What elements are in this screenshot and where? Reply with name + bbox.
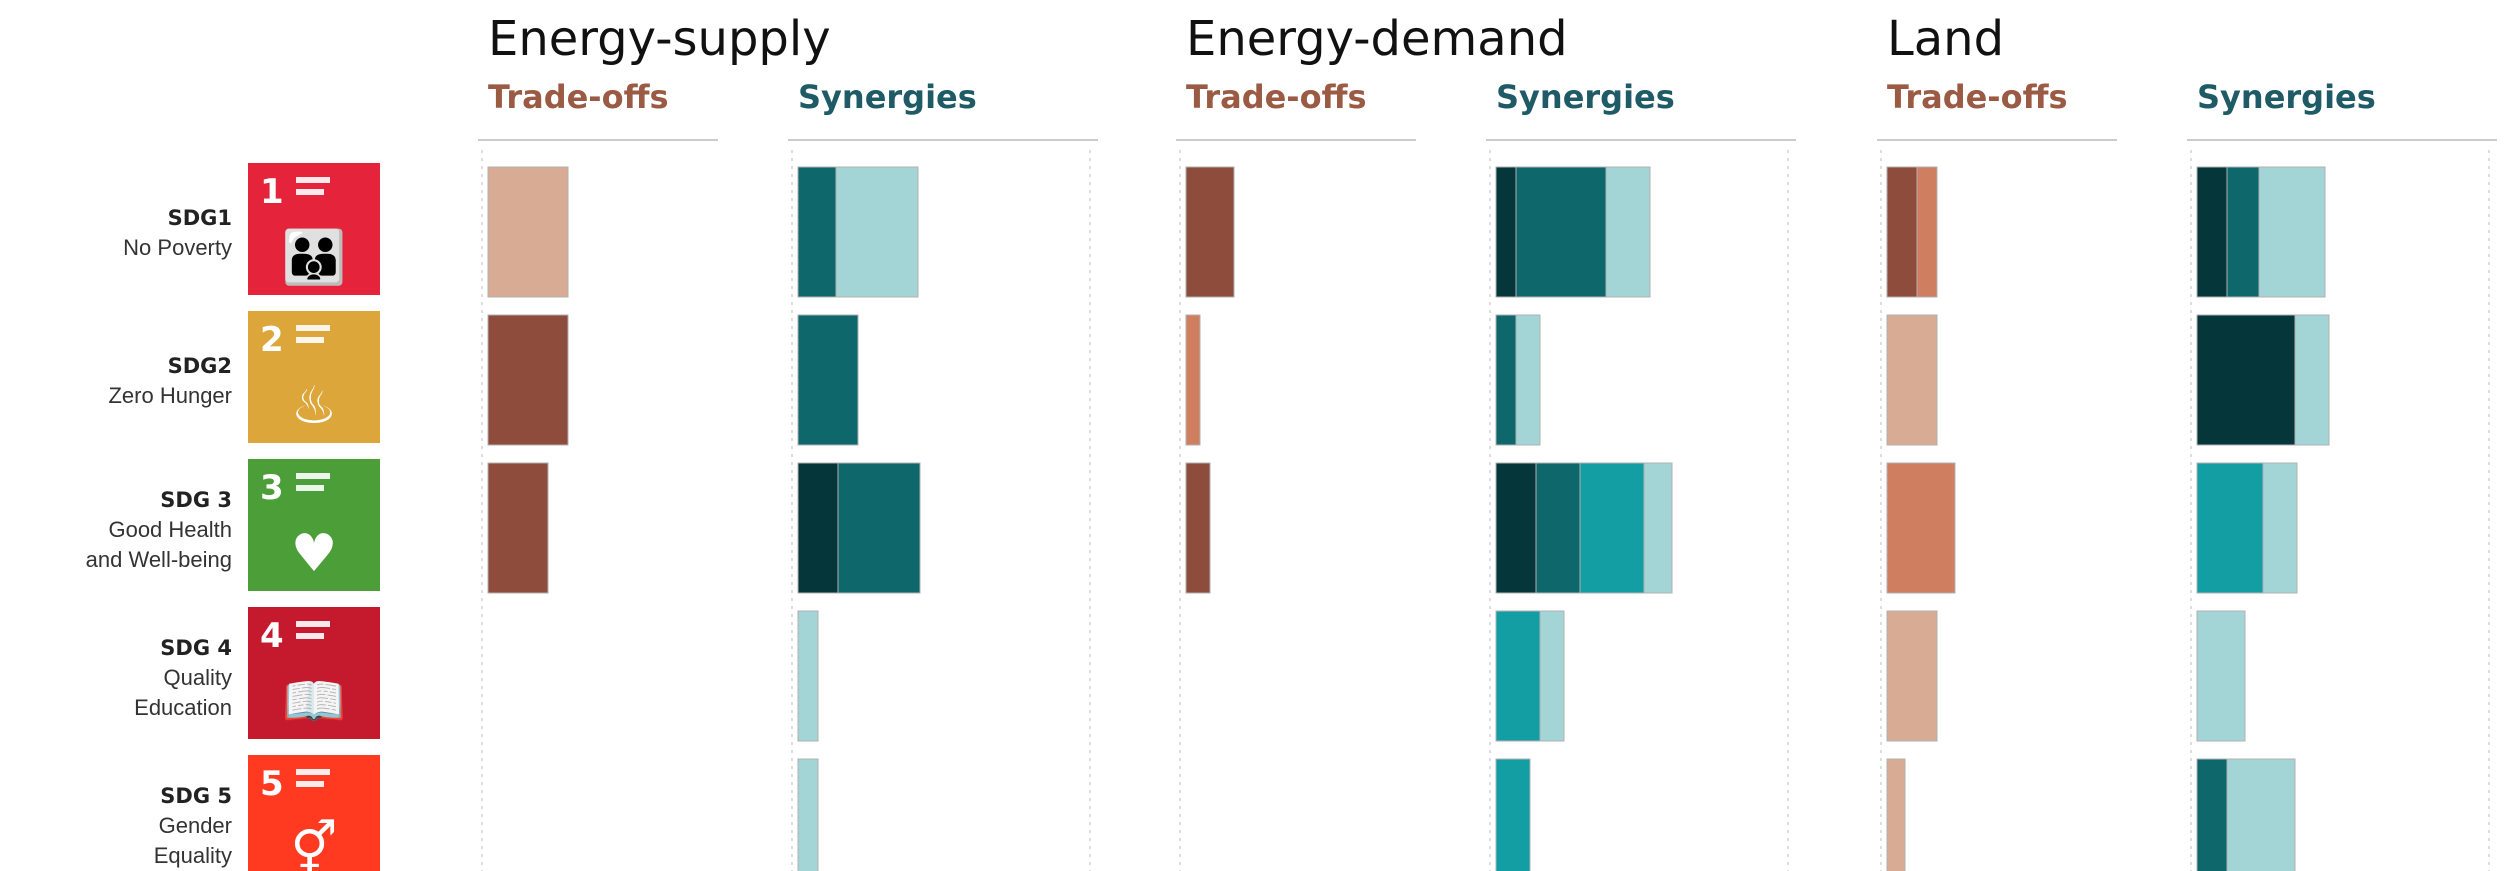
book-icon: 📖 — [282, 672, 347, 732]
bar-synergy-energy-demand-sdg5-seg0 — [1495, 758, 1531, 871]
row-code-sdg3: SDG 3 — [160, 488, 232, 512]
gender-icon: ⚥ — [291, 819, 338, 871]
badge-number-sdg2: 2 — [260, 320, 284, 360]
row-code-sdg4: SDG 4 — [160, 636, 232, 660]
bar-synergy-land-sdg1-seg1 — [2226, 166, 2260, 298]
row-code-sdg1: SDG1 — [168, 206, 232, 230]
bar-tradeoff-energy-supply-sdg1-seg0 — [487, 166, 569, 298]
bar-tradeoff-energy-demand-sdg2-seg0 — [1185, 314, 1201, 446]
bar-synergy-land-sdg2-seg1 — [2294, 314, 2330, 446]
heartbeat-icon: ♥ — [291, 524, 338, 584]
bar-synergy-land-sdg1-seg0 — [2196, 166, 2228, 298]
bar-synergy-energy-supply-sdg1-seg1 — [835, 166, 919, 298]
subhead-tradeoffs-energy-supply: Trade-offs — [488, 78, 669, 116]
badge-title-mark-sdg3-b — [296, 485, 324, 491]
bar-synergy-land-sdg4-seg0 — [2196, 610, 2246, 742]
badge-number-sdg1: 1 — [260, 172, 284, 212]
badge-title-mark-sdg3-a — [296, 473, 330, 479]
badge-title-mark-sdg5-b — [296, 781, 324, 787]
subhead-synergies-energy-supply: Synergies — [798, 78, 977, 116]
badge-title-mark-sdg1-a — [296, 177, 330, 183]
row-name-sdg3-1: and Well-being — [86, 547, 232, 572]
bar-synergy-energy-supply-sdg1-seg0 — [797, 166, 837, 298]
bar-synergy-land-sdg3-seg0 — [2196, 462, 2264, 594]
badge-number-sdg5: 5 — [260, 764, 284, 804]
badge-title-mark-sdg4-b — [296, 633, 324, 639]
bar-tradeoff-energy-supply-sdg3-seg0 — [487, 462, 549, 594]
subhead-synergies-energy-demand: Synergies — [1496, 78, 1675, 116]
sdg-badge-sdg2 — [248, 311, 380, 443]
bar-synergy-energy-demand-sdg1-seg1 — [1515, 166, 1607, 298]
bar-tradeoff-energy-supply-sdg2-seg0 — [487, 314, 569, 446]
subhead-synergies-land: Synergies — [2197, 78, 2376, 116]
row-name-sdg5-1: Equality — [154, 843, 232, 868]
bar-synergy-energy-supply-sdg3-seg1 — [837, 462, 921, 594]
people-icon: 👪 — [282, 227, 347, 288]
badge-title-mark-sdg2-b — [296, 337, 324, 343]
bar-synergy-energy-demand-sdg3-seg1 — [1535, 462, 1581, 594]
bar-synergy-land-sdg5-seg1 — [2226, 758, 2296, 871]
bar-synergy-energy-demand-sdg4-seg1 — [1539, 610, 1565, 742]
subhead-tradeoffs-land: Trade-offs — [1887, 78, 2068, 116]
bar-tradeoff-energy-demand-sdg3-seg0 — [1185, 462, 1211, 594]
subhead-tradeoffs-energy-demand: Trade-offs — [1186, 78, 1367, 116]
row-name-sdg1-0: No Poverty — [123, 235, 232, 260]
bar-synergy-energy-demand-sdg3-seg2 — [1579, 462, 1645, 594]
bar-synergy-land-sdg3-seg1 — [2262, 462, 2298, 594]
bar-synergy-energy-demand-sdg4-seg0 — [1495, 610, 1541, 742]
panel-title-energy-demand: Energy-demand — [1186, 11, 1568, 67]
bar-synergy-land-sdg5-seg0 — [2196, 758, 2228, 871]
badge-title-mark-sdg2-a — [296, 325, 330, 331]
bar-synergy-energy-supply-sdg5-seg0 — [797, 758, 819, 871]
row-name-sdg4-0: Quality — [164, 665, 232, 690]
badge-title-mark-sdg1-b — [296, 189, 324, 195]
row-name-sdg2-0: Zero Hunger — [108, 383, 232, 408]
row-code-sdg2: SDG2 — [168, 354, 232, 378]
sdg-badge-sdg4 — [248, 607, 380, 739]
bar-tradeoff-energy-demand-sdg1-seg0 — [1185, 166, 1235, 298]
bar-synergy-energy-demand-sdg2-seg1 — [1515, 314, 1541, 446]
bar-synergy-energy-supply-sdg2-seg0 — [797, 314, 859, 446]
badge-title-mark-sdg5-a — [296, 769, 330, 775]
bar-synergy-energy-supply-sdg4-seg0 — [797, 610, 819, 742]
row-name-sdg5-0: Gender — [159, 813, 232, 838]
bar-tradeoff-land-sdg4-seg0 — [1886, 610, 1938, 742]
bar-synergy-energy-demand-sdg3-seg0 — [1495, 462, 1537, 594]
bar-tradeoff-land-sdg1-seg0 — [1886, 166, 1918, 298]
bar-tradeoff-land-sdg2-seg0 — [1886, 314, 1938, 446]
sdg-badge-sdg1 — [248, 163, 380, 295]
panel-title-land: Land — [1887, 11, 2004, 67]
badge-number-sdg3: 3 — [260, 468, 284, 508]
bar-synergy-energy-demand-sdg1-seg0 — [1495, 166, 1517, 298]
row-name-sdg3-0: Good Health — [108, 517, 232, 542]
bar-synergy-energy-supply-sdg3-seg0 — [797, 462, 839, 594]
bar-tradeoff-land-sdg5-seg0 — [1886, 758, 1906, 871]
badge-title-mark-sdg4-a — [296, 621, 330, 627]
bar-tradeoff-land-sdg1-seg1 — [1916, 166, 1938, 298]
bar-tradeoff-land-sdg3-seg0 — [1886, 462, 1956, 594]
row-code-sdg5: SDG 5 — [160, 784, 232, 808]
badge-number-sdg4: 4 — [260, 616, 284, 656]
bar-synergy-energy-demand-sdg2-seg0 — [1495, 314, 1517, 446]
panel-title-energy-supply: Energy-supply — [488, 11, 831, 67]
bar-synergy-land-sdg1-seg2 — [2258, 166, 2326, 298]
bar-synergy-land-sdg2-seg0 — [2196, 314, 2296, 446]
bar-synergy-energy-demand-sdg3-seg3 — [1643, 462, 1673, 594]
bowl-icon: ♨ — [291, 376, 338, 436]
bar-synergy-energy-demand-sdg1-seg2 — [1605, 166, 1651, 298]
sdg-badge-sdg3 — [248, 459, 380, 591]
row-name-sdg4-1: Education — [134, 695, 232, 720]
